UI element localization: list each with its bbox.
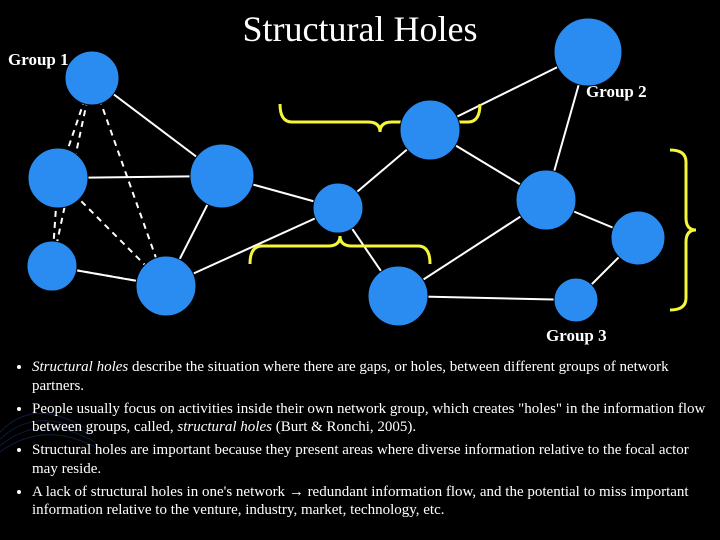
network-node	[27, 241, 77, 291]
network-node	[554, 18, 622, 86]
network-node	[554, 278, 598, 322]
network-node	[516, 170, 576, 230]
network-node	[400, 100, 460, 160]
network-node	[611, 211, 665, 265]
bullet-item: Structural holes are important because t…	[32, 441, 706, 479]
network-node	[368, 266, 428, 326]
network-node	[65, 51, 119, 105]
bullet-item: A lack of structural holes in one's netw…	[32, 483, 706, 521]
network-node	[190, 144, 254, 208]
bullet-item: People usually focus on activities insid…	[32, 400, 706, 438]
network-node	[28, 148, 88, 208]
curly-bracket	[670, 150, 696, 310]
network-node	[136, 256, 196, 316]
bullet-item: Structural holes describe the situation …	[32, 358, 706, 396]
network-node	[313, 183, 363, 233]
description-bullets: Structural holes describe the situation …	[14, 358, 706, 524]
curly-bracket	[250, 236, 430, 264]
